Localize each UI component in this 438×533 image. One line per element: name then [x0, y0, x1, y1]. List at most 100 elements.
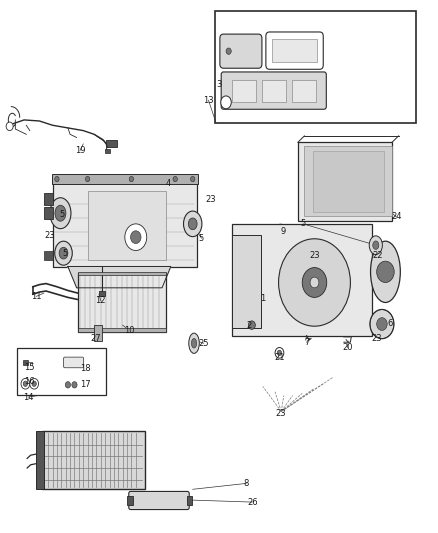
Ellipse shape — [189, 333, 199, 353]
Bar — [215, 11, 416, 123]
Circle shape — [85, 176, 90, 182]
Ellipse shape — [371, 241, 400, 303]
Bar — [232, 80, 256, 102]
Text: 23: 23 — [309, 252, 320, 260]
Bar — [106, 140, 117, 147]
Circle shape — [226, 48, 231, 54]
Bar — [298, 142, 392, 221]
Text: 14: 14 — [23, 393, 34, 401]
Ellipse shape — [188, 218, 197, 230]
Circle shape — [72, 382, 77, 388]
Text: 26: 26 — [247, 498, 258, 506]
Text: 18: 18 — [80, 365, 91, 373]
Ellipse shape — [55, 241, 72, 265]
Ellipse shape — [55, 205, 66, 221]
Circle shape — [310, 277, 319, 288]
Bar — [78, 328, 166, 332]
Text: 1: 1 — [260, 294, 265, 303]
Circle shape — [191, 176, 195, 182]
Ellipse shape — [184, 211, 202, 237]
Bar — [78, 272, 166, 275]
Text: 24: 24 — [391, 213, 402, 221]
Circle shape — [377, 261, 394, 282]
Circle shape — [30, 378, 39, 389]
Circle shape — [125, 224, 147, 251]
Ellipse shape — [369, 236, 382, 255]
Text: 23: 23 — [205, 196, 216, 204]
Bar — [88, 191, 166, 260]
Bar — [272, 39, 317, 62]
Circle shape — [129, 176, 134, 182]
Text: 8: 8 — [244, 479, 249, 488]
Circle shape — [248, 321, 255, 329]
Text: 9: 9 — [280, 227, 286, 236]
Bar — [44, 207, 53, 219]
Ellipse shape — [50, 198, 71, 229]
Text: 27: 27 — [90, 334, 101, 343]
Circle shape — [173, 176, 177, 182]
Text: 16: 16 — [24, 377, 35, 386]
Circle shape — [377, 318, 387, 330]
Circle shape — [65, 382, 71, 388]
Text: 7: 7 — [304, 338, 309, 346]
Bar — [52, 174, 198, 184]
Text: 5: 5 — [62, 249, 67, 258]
Text: 17: 17 — [80, 381, 91, 389]
Ellipse shape — [59, 247, 68, 259]
Polygon shape — [68, 266, 171, 288]
Text: 23: 23 — [372, 334, 382, 343]
Bar — [313, 151, 384, 212]
FancyBboxPatch shape — [129, 491, 189, 510]
Circle shape — [277, 350, 282, 356]
Text: 19: 19 — [75, 146, 85, 155]
Ellipse shape — [370, 309, 394, 339]
Bar — [17, 348, 106, 395]
Bar — [99, 291, 105, 296]
Text: 23: 23 — [276, 409, 286, 417]
Ellipse shape — [373, 241, 379, 249]
Bar — [105, 149, 110, 153]
Bar — [232, 235, 261, 328]
Text: 13: 13 — [203, 96, 214, 104]
Text: 3: 3 — [216, 80, 222, 88]
Text: 21: 21 — [274, 353, 285, 361]
Text: 11: 11 — [31, 292, 42, 301]
Bar — [94, 325, 102, 341]
Circle shape — [131, 231, 141, 244]
Circle shape — [21, 378, 30, 389]
Circle shape — [275, 348, 284, 358]
Circle shape — [32, 381, 36, 386]
Text: 4: 4 — [166, 180, 171, 188]
Bar — [304, 146, 392, 216]
Text: 15: 15 — [24, 364, 35, 372]
Ellipse shape — [191, 338, 197, 348]
FancyBboxPatch shape — [266, 32, 323, 69]
Bar — [232, 224, 372, 336]
Bar — [44, 251, 53, 260]
Text: 25: 25 — [198, 339, 209, 348]
Circle shape — [221, 96, 231, 109]
Text: 10: 10 — [124, 326, 134, 335]
Text: 23: 23 — [44, 231, 55, 239]
Circle shape — [279, 239, 350, 326]
Bar — [42, 431, 145, 489]
Circle shape — [302, 268, 327, 297]
FancyBboxPatch shape — [64, 357, 84, 368]
Bar — [187, 496, 192, 505]
Circle shape — [6, 122, 13, 131]
Bar — [292, 80, 316, 102]
Circle shape — [23, 381, 28, 386]
Text: 6: 6 — [387, 319, 392, 328]
Text: 2: 2 — [246, 321, 251, 329]
Text: 5: 5 — [300, 220, 306, 228]
Bar — [262, 80, 286, 102]
Text: 22: 22 — [372, 252, 383, 260]
Bar — [127, 496, 133, 505]
Bar — [44, 193, 53, 205]
Text: 20: 20 — [342, 343, 353, 352]
FancyBboxPatch shape — [220, 34, 262, 68]
Circle shape — [55, 176, 59, 182]
Text: 5: 5 — [60, 210, 65, 219]
Bar — [36, 431, 44, 489]
Text: 12: 12 — [95, 296, 106, 305]
